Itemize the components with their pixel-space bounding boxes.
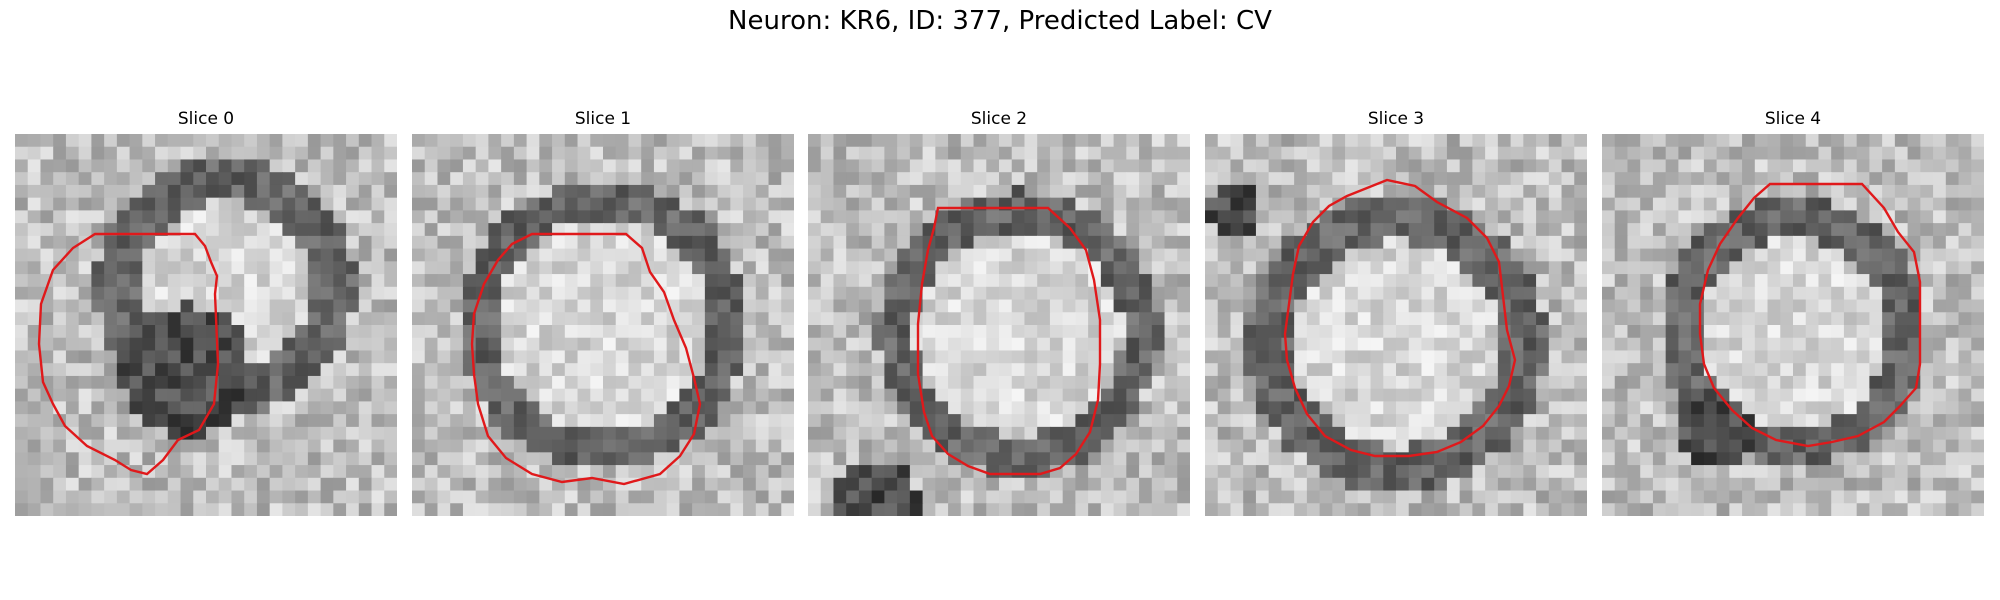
figure-title: Neuron: KR6, ID: 377, Predicted Label: C… <box>728 6 1272 36</box>
segmentation-contour <box>916 206 1102 476</box>
slice-panel-1: Slice 1 <box>412 108 794 516</box>
grayscale-pixel-grid <box>15 134 397 516</box>
segmentation-contour <box>1283 178 1517 458</box>
slice-title-3: Slice 3 <box>1367 109 1425 129</box>
slice-title-1: Slice 1 <box>574 109 632 129</box>
slice-image-0 <box>15 134 397 516</box>
slice-image-1 <box>412 134 794 516</box>
slice-panel-0: Slice 0 <box>15 108 397 516</box>
slice-image-4 <box>1602 134 1984 516</box>
grayscale-pixel-grid <box>412 134 794 516</box>
segmentation-contour <box>37 232 220 476</box>
slice-title-2: Slice 2 <box>970 109 1028 129</box>
slice-panel-4: Slice 4 <box>1602 108 1984 516</box>
slice-title-4: Slice 4 <box>1764 109 1822 129</box>
slice-image-3 <box>1205 134 1587 516</box>
grayscale-pixel-grid <box>1205 134 1587 516</box>
grayscale-pixel-grid <box>1602 134 1984 516</box>
slice-panel-3: Slice 3 <box>1205 108 1587 516</box>
slice-image-2 <box>808 134 1190 516</box>
slice-title-0: Slice 0 <box>177 109 235 129</box>
segmentation-contour <box>1698 182 1922 448</box>
grayscale-pixel-grid <box>808 134 1190 516</box>
segmentation-contour <box>470 232 702 486</box>
slice-panel-2: Slice 2 <box>808 108 1190 516</box>
